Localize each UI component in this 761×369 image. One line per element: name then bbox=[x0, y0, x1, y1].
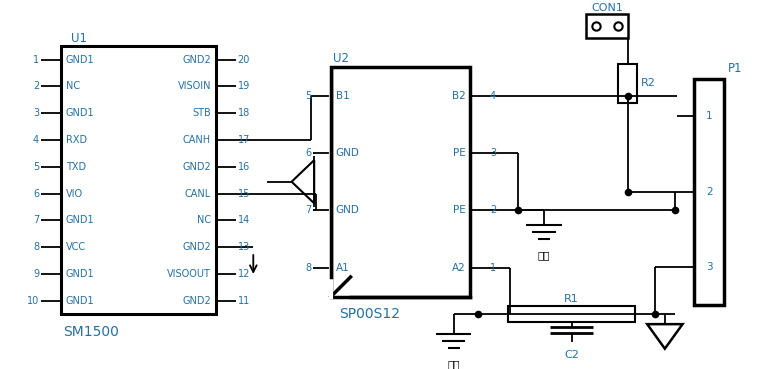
Text: PE: PE bbox=[453, 148, 466, 158]
Text: 7: 7 bbox=[305, 206, 311, 215]
Text: VISOOUT: VISOOUT bbox=[167, 269, 211, 279]
Text: 17: 17 bbox=[237, 135, 250, 145]
Text: GND: GND bbox=[336, 206, 360, 215]
Text: 4: 4 bbox=[490, 90, 496, 100]
Text: SM1500: SM1500 bbox=[62, 325, 119, 339]
Bar bbox=[331, 67, 470, 297]
Text: 4: 4 bbox=[33, 135, 39, 145]
Text: VISOIN: VISOIN bbox=[177, 82, 211, 92]
Bar bbox=[61, 46, 216, 314]
Text: GND2: GND2 bbox=[183, 242, 211, 252]
Text: 5: 5 bbox=[33, 162, 39, 172]
Text: R1: R1 bbox=[564, 294, 579, 304]
Text: CANL: CANL bbox=[185, 189, 211, 199]
Text: 2: 2 bbox=[490, 206, 496, 215]
Text: PE: PE bbox=[453, 206, 466, 215]
Text: 11: 11 bbox=[237, 296, 250, 306]
Text: GND2: GND2 bbox=[183, 55, 211, 65]
Text: NC: NC bbox=[197, 215, 211, 225]
Text: 2: 2 bbox=[33, 82, 39, 92]
Text: GND: GND bbox=[336, 148, 360, 158]
Bar bbox=[618, 64, 638, 103]
Text: 9: 9 bbox=[33, 269, 39, 279]
Text: NC: NC bbox=[65, 82, 80, 92]
Text: TXD: TXD bbox=[65, 162, 86, 172]
Text: 8: 8 bbox=[305, 263, 311, 273]
Text: U1: U1 bbox=[71, 32, 87, 45]
Text: VIO: VIO bbox=[65, 189, 83, 199]
Text: 18: 18 bbox=[237, 108, 250, 118]
Text: 2: 2 bbox=[705, 187, 712, 197]
Text: 1: 1 bbox=[33, 55, 39, 65]
Text: 7: 7 bbox=[33, 215, 39, 225]
Text: 1: 1 bbox=[705, 111, 712, 121]
Bar bbox=[586, 14, 628, 38]
Text: 20: 20 bbox=[237, 55, 250, 65]
Text: GND1: GND1 bbox=[65, 55, 94, 65]
Text: GND1: GND1 bbox=[65, 215, 94, 225]
Text: A2: A2 bbox=[452, 263, 466, 273]
Text: 15: 15 bbox=[237, 189, 250, 199]
Text: 19: 19 bbox=[237, 82, 250, 92]
Text: 3: 3 bbox=[33, 108, 39, 118]
Text: R2: R2 bbox=[642, 79, 656, 89]
Text: 大地: 大地 bbox=[447, 359, 460, 369]
Text: GND2: GND2 bbox=[183, 162, 211, 172]
Text: P1: P1 bbox=[728, 62, 742, 75]
Text: CANH: CANH bbox=[183, 135, 211, 145]
Text: 1: 1 bbox=[490, 263, 496, 273]
Text: VCC: VCC bbox=[65, 242, 86, 252]
Text: B1: B1 bbox=[336, 90, 349, 100]
Text: STB: STB bbox=[193, 108, 211, 118]
Text: 大地: 大地 bbox=[538, 251, 550, 261]
Text: CON1: CON1 bbox=[591, 3, 622, 13]
Text: 13: 13 bbox=[237, 242, 250, 252]
Text: GND1: GND1 bbox=[65, 296, 94, 306]
Text: GND1: GND1 bbox=[65, 108, 94, 118]
Bar bbox=[508, 307, 635, 322]
Text: 6: 6 bbox=[33, 189, 39, 199]
Text: 12: 12 bbox=[237, 269, 250, 279]
Text: SP00S12: SP00S12 bbox=[339, 307, 400, 321]
Text: 8: 8 bbox=[33, 242, 39, 252]
Bar bbox=[694, 79, 724, 304]
Text: A1: A1 bbox=[336, 263, 349, 273]
Text: 10: 10 bbox=[27, 296, 39, 306]
Text: 5: 5 bbox=[305, 90, 311, 100]
Text: U2: U2 bbox=[333, 52, 349, 65]
Text: 3: 3 bbox=[490, 148, 496, 158]
Text: B2: B2 bbox=[452, 90, 466, 100]
Text: C2: C2 bbox=[564, 349, 579, 360]
Text: 6: 6 bbox=[305, 148, 311, 158]
Text: 14: 14 bbox=[237, 215, 250, 225]
Text: 16: 16 bbox=[237, 162, 250, 172]
Text: GND1: GND1 bbox=[65, 269, 94, 279]
Text: 3: 3 bbox=[705, 262, 712, 272]
Text: GND2: GND2 bbox=[183, 296, 211, 306]
Text: RXD: RXD bbox=[65, 135, 87, 145]
